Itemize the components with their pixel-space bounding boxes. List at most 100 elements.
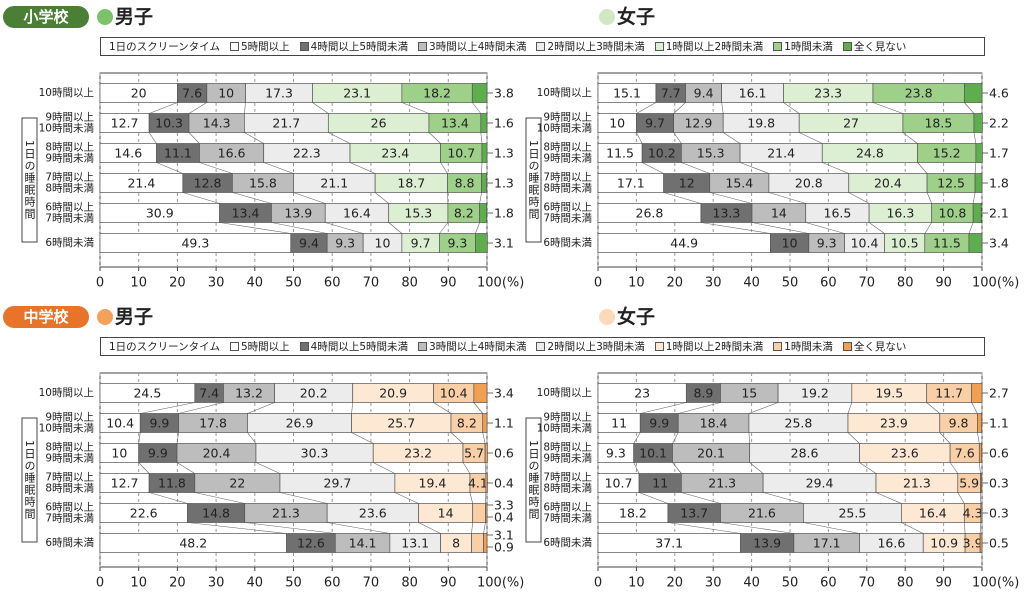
connector [244,522,336,534]
connector [977,432,980,444]
legend: 1日のスクリーンタイム 5時間以上 4時間以上5時間未満 3時間以上4時間未満 2時間以… [100,337,985,356]
legend-label: 3時間以上4時間未満 [429,41,527,53]
value-label: 16.6 [218,146,246,161]
value-label: 10.7 [447,146,475,161]
connector [279,492,328,504]
bar-segment [471,83,488,103]
category-label: 9時間以上 [543,412,592,424]
y-axis-box [525,117,542,243]
value-label: 20.2 [300,386,328,401]
value-label: 12.7 [111,116,139,131]
connector [748,432,750,444]
bar-segment [977,413,982,433]
value-label: 11 [652,476,668,491]
value-label: 18.7 [397,176,425,191]
value-label: 10.4 [440,386,468,401]
legend-label: 1時間以上2時間未満 [665,341,764,353]
value-label: 9.9 [649,416,669,431]
value-label: 28.6 [791,446,819,461]
bar-segment [973,113,983,133]
legend-swatch [654,42,664,51]
bar-segment [472,503,486,523]
value-label: 8 [452,536,460,551]
value-label: 20.4 [203,446,231,461]
connector [428,132,441,144]
value-label: 15 [741,386,757,401]
connector [739,162,769,174]
value-label: 15.8 [249,176,277,191]
value-label: 14 [771,206,787,221]
connector [672,462,682,474]
value-label: 9.8 [949,416,969,431]
value-label: 13.9 [284,206,312,221]
chart-title: 女子 [617,5,655,28]
bar-segment [481,173,487,193]
legend-swatch [842,342,852,351]
value-label: 25.8 [785,416,813,431]
title-marker [599,309,615,325]
value-label: 23.3 [814,86,842,101]
category-label: 8時間未満 [543,483,592,495]
bar-segment [974,173,983,193]
connector [973,132,977,144]
legend-label: 4時間以上5時間未満 [310,341,409,353]
x-tick-label: 90 [935,576,952,591]
value-label: 14.8 [202,506,230,521]
value-label: 12 [679,176,695,191]
category-label: 8時間未満 [543,183,592,195]
connector [439,222,449,234]
value-label: 44.9 [670,236,698,251]
value-label: 1.7 [989,146,1009,161]
value-label: 9.7 [645,116,665,131]
x-tick-label: 0 [96,276,104,291]
value-label: 15.2 [933,146,961,161]
connector [868,222,885,234]
title-marker [599,9,615,25]
connector [902,132,918,144]
value-label: 16.4 [919,506,947,521]
value-label: 14.3 [203,116,231,131]
legend-item: 5時間以上 [229,39,290,54]
bar-segment [978,443,982,463]
connector [672,432,679,444]
category-label: 9時間未満 [45,153,94,165]
connector [140,402,195,414]
value-label: 25.7 [387,416,415,431]
value-label: 9.7 [411,236,431,251]
connector [667,522,741,534]
value-label: 22.6 [130,506,158,521]
value-label: 9.3 [447,236,467,251]
value-label: 10.8 [939,206,967,221]
category-label: 10時間未満 [39,123,95,135]
connector [763,492,804,504]
category-label: 7時間以上 [45,172,94,184]
bar-segment [471,533,484,553]
x-tick-label: 20 [169,276,186,291]
value-label: 23.8 [905,86,933,101]
value-label: 15.3 [404,206,432,221]
value-label: 0.3 [989,476,1009,491]
legend-label: 2時間以上3時間未満 [547,341,645,353]
bar-segment [979,533,983,553]
legend-item: 2時間以上3時間未満 [536,39,645,54]
category-label: 6時間以上 [45,502,94,514]
connector [949,462,959,474]
value-label: 20 [131,86,147,101]
bar-segment [482,413,488,433]
value-label: 17.1 [813,536,841,551]
category-label: 9時間以上 [543,112,592,124]
value-label: 1.6 [494,116,514,131]
value-label: 19.4 [419,476,447,491]
category-label: 7時間以上 [543,472,592,484]
connector [194,492,245,504]
title-marker [97,9,113,25]
value-label: 23 [634,386,650,401]
connector [636,102,657,114]
value-label: 13.2 [235,386,263,401]
connector [859,462,877,474]
x-tick-label: 40 [743,576,760,591]
connector [433,402,452,414]
connector [681,162,710,174]
value-label: 23.4 [381,146,409,161]
value-label: 37.1 [655,536,683,551]
